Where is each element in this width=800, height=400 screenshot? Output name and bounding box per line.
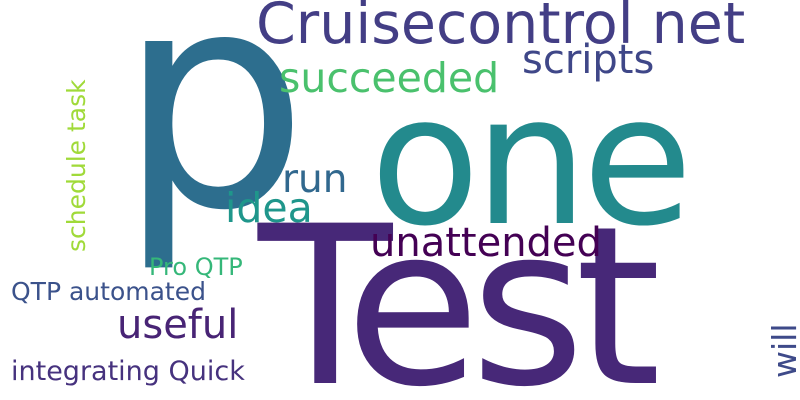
word-p: p	[118, 0, 309, 276]
word-qtp-automated: QTP automated	[11, 277, 206, 306]
word-unattended: unattended	[370, 220, 602, 266]
word-succeeded: succeeded	[279, 54, 500, 102]
word-will: will	[765, 323, 800, 379]
word-run: run	[282, 157, 348, 202]
word-useful: useful	[117, 302, 239, 348]
word-scripts: scripts	[522, 37, 655, 83]
word-integrating-quick: integrating Quick	[11, 356, 245, 387]
word-pro-qtp: Pro QTP	[149, 253, 243, 281]
word-test: Test	[258, 179, 661, 400]
word-cruisecontrol-net: Cruisecontrol net	[256, 0, 746, 57]
word-schedule-task: schedule task	[62, 79, 91, 252]
word-one: one	[370, 57, 693, 266]
word-idea: idea	[225, 184, 313, 232]
